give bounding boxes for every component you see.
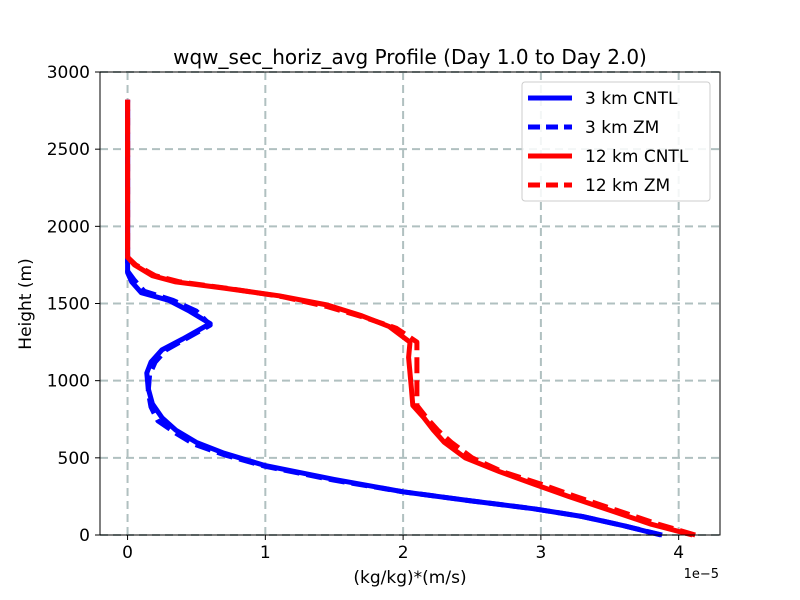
legend-box	[521, 81, 711, 202]
legend-label-3: 12 km CNTL	[585, 147, 689, 167]
series-line-4	[125, 99, 696, 538]
y-axis-label: Height (m)	[16, 258, 36, 349]
chart-title: wqw_sec_horiz_avg Profile (Day 1.0 to Da…	[173, 45, 647, 69]
x-scale-note: 1e−5	[684, 567, 719, 582]
y-tick-label: 1000	[47, 372, 90, 392]
y-tick-label: 0	[79, 526, 90, 546]
y-tick-label: 2000	[47, 217, 90, 237]
x-tick-label: 1	[260, 543, 271, 563]
y-tick-label: 1500	[47, 295, 90, 315]
series-lines	[125, 99, 696, 538]
x-axis-label: (kg/kg)*(m/s)	[353, 568, 466, 588]
series-line-2	[125, 99, 663, 538]
y-tick-label: 500	[58, 449, 90, 469]
legend-label-2: 3 km ZM	[585, 118, 659, 138]
y-tick-label: 2500	[47, 140, 90, 160]
x-tick-label: 3	[535, 543, 546, 563]
y-tick-label: 3000	[47, 63, 90, 83]
axis-ticks: 0 1 2 3 4 0 500 1000 1500 2000 2500 3000	[47, 63, 684, 563]
legend-label-4: 12 km ZM	[585, 176, 670, 196]
legend: 3 km CNTL 3 km ZM 12 km CNTL 12 km ZM	[521, 81, 711, 202]
x-tick-label: 0	[122, 543, 133, 563]
x-tick-label: 2	[398, 543, 409, 563]
x-tick-label: 4	[673, 543, 684, 563]
series-line-3	[125, 99, 694, 538]
legend-label-1: 3 km CNTL	[585, 89, 678, 109]
